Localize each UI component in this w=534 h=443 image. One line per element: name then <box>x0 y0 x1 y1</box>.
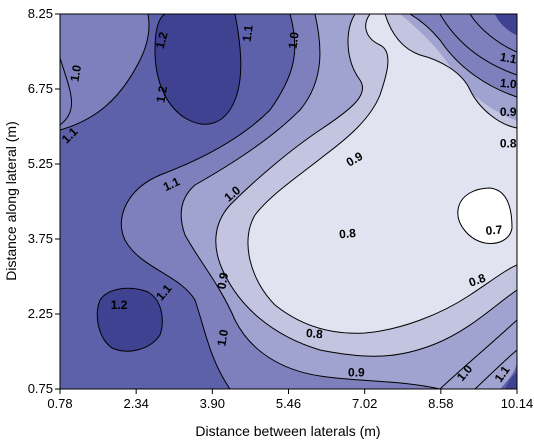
y-tick-label: 5.25 <box>28 156 53 171</box>
contour-fill-layer <box>60 14 517 389</box>
contour-label: 0.9 <box>348 366 365 380</box>
contour-1.0-left <box>60 57 73 126</box>
x-tick-label: 3.90 <box>200 396 225 411</box>
y-tick-label: 2.25 <box>28 306 53 321</box>
contour-1.1-center <box>120 14 296 389</box>
contour-label: 0.8 <box>306 326 324 341</box>
band-above-1.2-bottom <box>97 288 163 352</box>
x-tick-label: 0.78 <box>47 396 72 411</box>
y-tick-label: 8.25 <box>28 6 53 21</box>
contour-1.2-bottom <box>96 287 163 352</box>
x-axis-label: Distance between laterals (m) <box>195 423 380 439</box>
contour-1.1-left <box>60 14 150 131</box>
band-1.0-1.1-left <box>60 14 150 130</box>
contour-1.0-center <box>180 14 441 389</box>
contour-1.0-topright <box>439 14 517 76</box>
contour-label: 1.2 <box>153 30 171 50</box>
y-tick-label: 3.75 <box>28 231 53 246</box>
contour-0.9 <box>215 14 517 357</box>
band-0.7-0.8 <box>247 14 517 334</box>
contour-label: 1.1 <box>240 24 256 43</box>
contour-label: 0.7 <box>485 222 503 237</box>
band-below-0.7 <box>457 188 512 244</box>
contour-0.7 <box>457 187 513 244</box>
x-tick-label: 10.14 <box>501 396 534 411</box>
contour-1.1-bottomright <box>474 349 517 389</box>
contour-line-layer <box>60 14 517 389</box>
contour-1.0-bottomright <box>439 319 517 389</box>
x-tick-label: 7.02 <box>352 396 377 411</box>
x-tick-label: 5.46 <box>276 396 301 411</box>
contour-label: 1.0 <box>67 64 84 83</box>
contour-label: 1.0 <box>285 31 301 50</box>
contour-label: 1.2 <box>153 85 170 104</box>
contour-label: 1.2 <box>111 298 128 312</box>
contour-0.8-right <box>384 14 517 129</box>
y-tick-label: 6.75 <box>28 81 53 96</box>
contour-0.9-right <box>409 14 517 98</box>
y-tick-label: 0.75 <box>28 381 53 396</box>
x-tick-label: 8.58 <box>428 396 453 411</box>
x-axis-ticks: 0.78 2.34 3.90 5.46 7.02 8.58 10.14 <box>47 389 533 411</box>
contour-label: 1.0 <box>499 76 517 91</box>
contour-label: 0.8 <box>500 137 517 151</box>
contour-0.8 <box>247 14 517 334</box>
y-axis-ticks: 0.75 2.25 3.75 5.25 6.75 8.25 <box>28 6 60 396</box>
contour-1.2-top <box>154 14 242 125</box>
contour-label: 0.9 <box>500 105 517 119</box>
contour-label: 0.9 <box>214 271 231 290</box>
band-above-1.2-topright <box>495 14 517 35</box>
contour-label: 0.8 <box>339 226 357 241</box>
x-tick-label: 2.34 <box>124 396 149 411</box>
contour-label: 1.1 <box>499 50 518 67</box>
contour-1.1-topright <box>469 14 517 53</box>
band-above-1.2-bottomright <box>505 372 517 389</box>
contour-label: 1.0 <box>214 328 231 347</box>
contour-label: 1.1 <box>161 174 182 194</box>
band-above-1.2-top <box>155 14 241 125</box>
contour-label-layer: 1.01.21.21.1 1.01.11.00.90.81.11.1 1.00.90… <box>59 24 518 385</box>
contour-label: 0.8 <box>467 271 488 290</box>
y-axis-label: Distance along lateral (m) <box>3 121 19 281</box>
